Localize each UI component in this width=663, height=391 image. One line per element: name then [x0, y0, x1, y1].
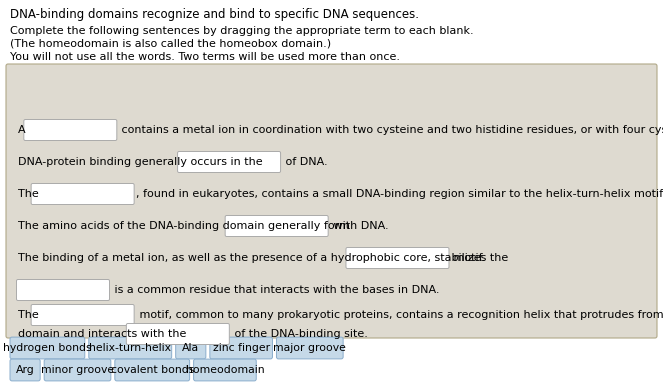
Text: motif.: motif. [450, 253, 486, 263]
Text: minor groove: minor groove [41, 365, 114, 375]
FancyBboxPatch shape [24, 120, 117, 140]
Text: contains a metal ion in coordination with two cysteine and two histidine residue: contains a metal ion in coordination wit… [118, 125, 663, 135]
Text: DNA-binding domains recognize and bind to specific DNA sequences.: DNA-binding domains recognize and bind t… [10, 8, 419, 21]
FancyBboxPatch shape [10, 359, 40, 381]
Text: You will not use all the words. Two terms will be used more than once.: You will not use all the words. Two term… [10, 52, 400, 62]
FancyBboxPatch shape [127, 323, 229, 344]
Text: Arg: Arg [16, 365, 34, 375]
Text: of the DNA-binding site.: of the DNA-binding site. [231, 329, 368, 339]
FancyBboxPatch shape [346, 248, 449, 269]
Text: (The homeodomain is also called the homeobox domain.): (The homeodomain is also called the home… [10, 39, 331, 49]
Text: is a common residue that interacts with the bases in DNA.: is a common residue that interacts with … [111, 285, 440, 295]
Text: major groove: major groove [273, 343, 346, 353]
Text: Ala: Ala [182, 343, 200, 353]
FancyBboxPatch shape [44, 359, 111, 381]
Text: A: A [18, 125, 29, 135]
Text: of DNA.: of DNA. [282, 157, 328, 167]
Text: DNA-protein binding generally occurs in the: DNA-protein binding generally occurs in … [18, 157, 266, 167]
FancyBboxPatch shape [31, 183, 134, 204]
FancyBboxPatch shape [176, 337, 206, 359]
FancyBboxPatch shape [89, 337, 172, 359]
Text: covalent bonds: covalent bonds [111, 365, 194, 375]
Text: with DNA.: with DNA. [330, 221, 389, 231]
Text: domain and interacts with the: domain and interacts with the [18, 329, 190, 339]
FancyBboxPatch shape [31, 305, 134, 325]
Text: motif, common to many prokaryotic proteins, contains a recognition helix that pr: motif, common to many prokaryotic protei… [136, 310, 663, 320]
Text: The: The [18, 189, 42, 199]
FancyBboxPatch shape [276, 337, 343, 359]
Text: Complete the following sentences by dragging the appropriate term to each blank.: Complete the following sentences by drag… [10, 26, 473, 36]
FancyBboxPatch shape [17, 280, 109, 301]
FancyBboxPatch shape [225, 215, 328, 237]
Text: zinc finger: zinc finger [213, 343, 270, 353]
Text: The amino acids of the DNA-binding domain generally form: The amino acids of the DNA-binding domai… [18, 221, 353, 231]
FancyBboxPatch shape [178, 151, 280, 172]
FancyBboxPatch shape [6, 64, 657, 338]
Text: The: The [18, 310, 42, 320]
Text: hydrogen bonds: hydrogen bonds [3, 343, 91, 353]
Text: , found in eukaryotes, contains a small DNA-binding region similar to the helix-: , found in eukaryotes, contains a small … [136, 189, 663, 199]
FancyBboxPatch shape [210, 337, 272, 359]
Text: The binding of a metal ion, as well as the presence of a hydrophobic core, stabi: The binding of a metal ion, as well as t… [18, 253, 512, 263]
FancyBboxPatch shape [115, 359, 190, 381]
Text: homeodomain: homeodomain [186, 365, 265, 375]
FancyBboxPatch shape [194, 359, 256, 381]
Text: helix-turn-helix: helix-turn-helix [90, 343, 171, 353]
FancyBboxPatch shape [10, 337, 85, 359]
